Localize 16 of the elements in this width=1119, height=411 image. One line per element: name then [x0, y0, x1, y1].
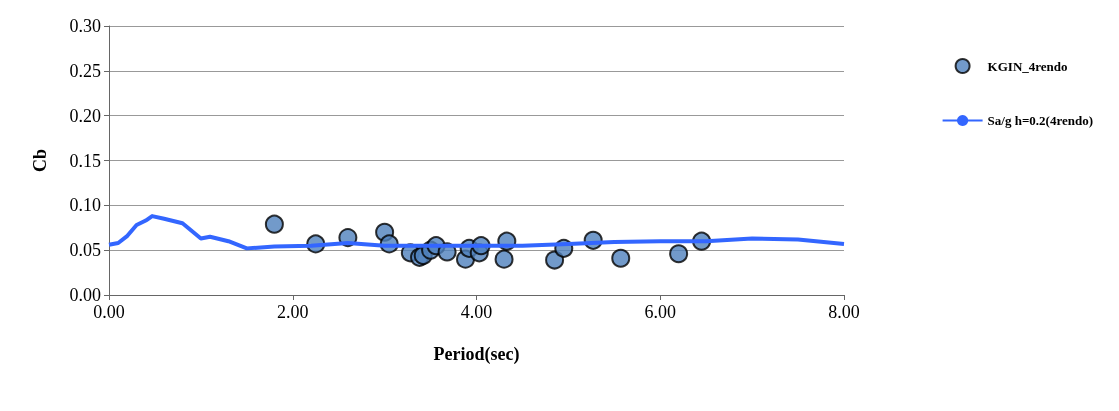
legend-label: KGIN_4rendo — [987, 58, 1068, 74]
x-tick-label: 8.00 — [828, 302, 860, 322]
legend-label: Sa/g h=0.2(4rendo) — [987, 113, 1093, 128]
x-tick-label: 4.00 — [460, 302, 493, 322]
x-tick-label: 0.00 — [93, 302, 125, 322]
y-tick-label: 0.15 — [69, 150, 101, 171]
y-tick-label: 0.30 — [69, 16, 101, 36]
x-tick-label: 6.00 — [644, 302, 676, 322]
y-tick-label: 0.05 — [69, 240, 101, 261]
y-axis-title: Cb — [30, 148, 50, 173]
y-tick-label: 0.00 — [69, 285, 101, 305]
x-tick-label: 2.00 — [277, 302, 309, 322]
x-axis-title: Period(sec) — [433, 344, 520, 365]
y-tick-label: 0.20 — [69, 105, 101, 126]
y-tick-label: 0.10 — [69, 195, 101, 216]
y-tick-label: 0.25 — [69, 60, 101, 81]
